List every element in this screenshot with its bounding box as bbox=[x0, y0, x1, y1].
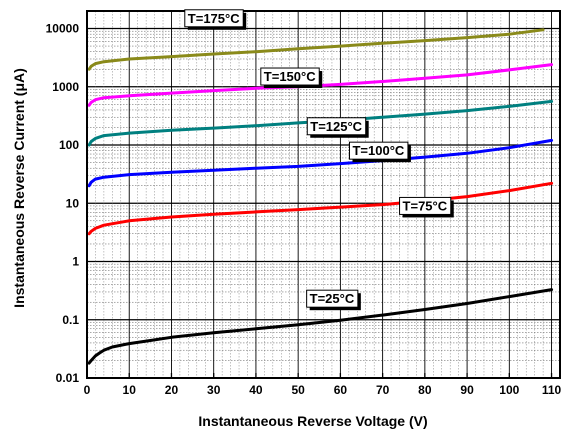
y-tick-label: 1 bbox=[72, 255, 79, 269]
y-axis-title: Instantaneous Reverse Current (μA) bbox=[11, 68, 27, 308]
y-tick-label: 10 bbox=[66, 196, 80, 210]
x-tick-label: 70 bbox=[376, 383, 390, 397]
series-label-text: T=100°C bbox=[352, 143, 404, 158]
x-tick-label: 40 bbox=[249, 383, 263, 397]
x-tick-label: 20 bbox=[165, 383, 179, 397]
series-label-layer: T=175°C T=150°C T=125°C T=100°C T=75°C T=25°C bbox=[184, 9, 454, 311]
series-line-1 bbox=[87, 63, 554, 107]
series-label-4: T=75°C bbox=[399, 196, 454, 218]
series-label-text: T=125°C bbox=[310, 119, 362, 134]
series-label-box bbox=[184, 9, 244, 28]
x-tick-label: 10 bbox=[123, 383, 137, 397]
series-label-2: T=125°C bbox=[306, 117, 369, 138]
x-tick-label: 0 bbox=[84, 383, 91, 397]
series-label-1: T=150°C bbox=[260, 67, 323, 89]
series-line-5 bbox=[87, 288, 554, 365]
series-label-5: T=25°C bbox=[306, 289, 361, 311]
series-label-0: T=175°C bbox=[184, 9, 247, 30]
series-label-box bbox=[399, 196, 452, 215]
series-layer bbox=[87, 28, 554, 365]
series-label-box bbox=[306, 289, 359, 308]
x-tick-label: 60 bbox=[334, 383, 348, 397]
x-tick-label: 110 bbox=[542, 383, 562, 397]
x-tick-label: 30 bbox=[207, 383, 221, 397]
series-line-2 bbox=[87, 99, 554, 147]
plot-frame bbox=[86, 10, 561, 379]
series-label-box bbox=[348, 141, 409, 160]
x-tick-label: 50 bbox=[291, 383, 305, 397]
y-tick-label: 0.01 bbox=[56, 371, 80, 385]
series-line-4 bbox=[87, 181, 554, 236]
y-tick-label: 0.1 bbox=[62, 313, 79, 327]
series-label-box bbox=[260, 67, 320, 86]
grid-layer bbox=[87, 10, 560, 379]
series-line-3 bbox=[87, 138, 554, 188]
x-tick-label: 80 bbox=[418, 383, 432, 397]
y-tick-label: 100 bbox=[59, 138, 79, 152]
series-label-text: T=75°C bbox=[403, 198, 448, 213]
series-line-0 bbox=[87, 28, 545, 71]
series-label-3: T=100°C bbox=[348, 141, 411, 163]
series-label-text: T=25°C bbox=[310, 291, 355, 306]
x-tick-label: 90 bbox=[460, 383, 474, 397]
y-tick-label: 10000 bbox=[46, 22, 80, 36]
y-tick-label: 1000 bbox=[52, 80, 79, 94]
series-label-box bbox=[306, 117, 367, 136]
tick-layer: 0 10 20 30 40 50 60 70 80 90 100 1100.010.111010010… bbox=[46, 22, 562, 397]
x-tick-label: 100 bbox=[499, 383, 519, 397]
series-label-text: T=175°C bbox=[188, 11, 240, 26]
series-label-text: T=150°C bbox=[264, 69, 316, 84]
x-axis-title: Instantaneous Reverse Voltage (V) bbox=[198, 413, 427, 429]
